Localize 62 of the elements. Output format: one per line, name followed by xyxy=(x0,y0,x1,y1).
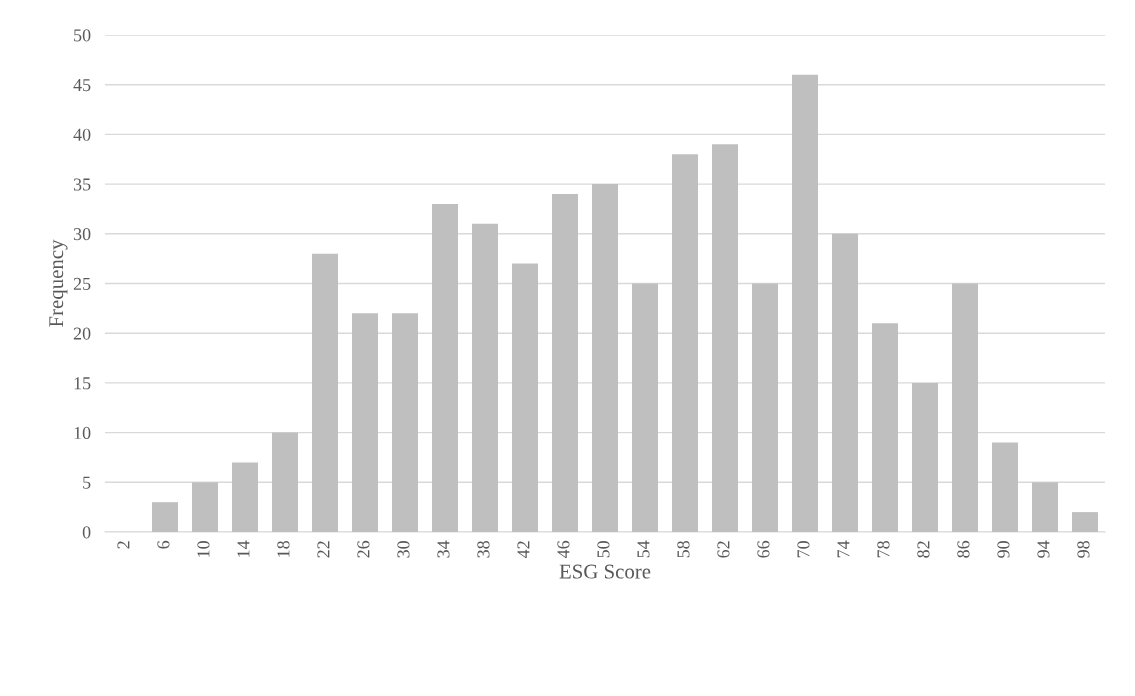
y-tick-label: 35 xyxy=(73,178,91,191)
x-tick-label: 18 xyxy=(277,541,290,557)
y-tick-label: 25 xyxy=(73,277,91,290)
x-tick-label: 14 xyxy=(237,540,250,557)
x-tick-label: 98 xyxy=(1077,541,1090,558)
x-tick-label: 82 xyxy=(917,541,930,558)
bar xyxy=(992,442,1018,532)
bar xyxy=(592,184,618,532)
bar xyxy=(1032,482,1058,532)
bar xyxy=(552,194,578,532)
y-tick-label: 20 xyxy=(73,327,91,340)
bar xyxy=(512,263,538,532)
x-tick-label: 30 xyxy=(397,541,410,558)
x-tick-label: 46 xyxy=(557,540,570,559)
x-tick-label: 26 xyxy=(357,540,370,558)
bar xyxy=(432,203,458,532)
y-tick-label: 15 xyxy=(74,377,91,390)
x-axis-title: ESG Score xyxy=(559,564,651,579)
bar xyxy=(752,283,778,532)
bar xyxy=(232,462,258,532)
x-tick-label: 86 xyxy=(957,540,970,558)
bar xyxy=(672,154,698,532)
bar xyxy=(272,432,298,532)
y-tick-label: 50 xyxy=(74,29,91,42)
x-tick-label: 54 xyxy=(637,540,650,558)
bar xyxy=(872,323,898,532)
bar xyxy=(312,253,338,532)
bar xyxy=(192,482,218,532)
bar xyxy=(152,502,178,532)
x-tick-label: 50 xyxy=(597,541,610,558)
bar xyxy=(912,382,938,532)
bar xyxy=(712,144,738,532)
x-tick-label: 70 xyxy=(797,541,810,558)
x-tick-label: 94 xyxy=(1037,540,1050,558)
bar xyxy=(952,283,978,532)
x-tick-label: 78 xyxy=(877,541,890,558)
x-tick-label: 38 xyxy=(477,541,490,558)
bar xyxy=(792,74,818,532)
bar xyxy=(1072,512,1098,532)
y-tick-label: 0 xyxy=(82,526,91,539)
y-tick-label: 40 xyxy=(73,128,91,141)
y-tick-label: 45 xyxy=(73,79,91,92)
x-tick-label: 2 xyxy=(117,541,130,549)
bar xyxy=(392,313,418,532)
x-tick-label: 22 xyxy=(317,541,330,558)
x-tick-label: 90 xyxy=(997,541,1010,558)
bar xyxy=(832,233,858,532)
y-axis-title: Frequency xyxy=(49,239,68,327)
x-tick-label: 10 xyxy=(197,541,210,557)
bar xyxy=(632,283,658,532)
x-tick-label: 74 xyxy=(837,540,850,558)
y-tick-label: 10 xyxy=(74,426,91,440)
bar xyxy=(472,223,498,532)
x-tick-label: 42 xyxy=(517,541,530,559)
y-tick-label: 30 xyxy=(73,228,91,241)
x-tick-label: 58 xyxy=(677,541,690,558)
x-tick-label: 34 xyxy=(437,540,450,558)
x-tick-label: 66 xyxy=(757,540,770,558)
bar xyxy=(352,313,378,532)
x-tick-label: 62 xyxy=(717,541,730,558)
y-tick-label: 5 xyxy=(83,476,91,489)
x-tick-label: 6 xyxy=(157,540,170,549)
